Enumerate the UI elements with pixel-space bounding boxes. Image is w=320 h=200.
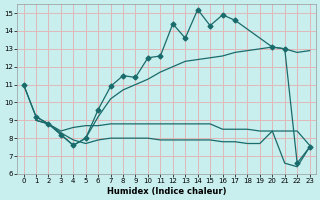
- X-axis label: Humidex (Indice chaleur): Humidex (Indice chaleur): [107, 187, 226, 196]
